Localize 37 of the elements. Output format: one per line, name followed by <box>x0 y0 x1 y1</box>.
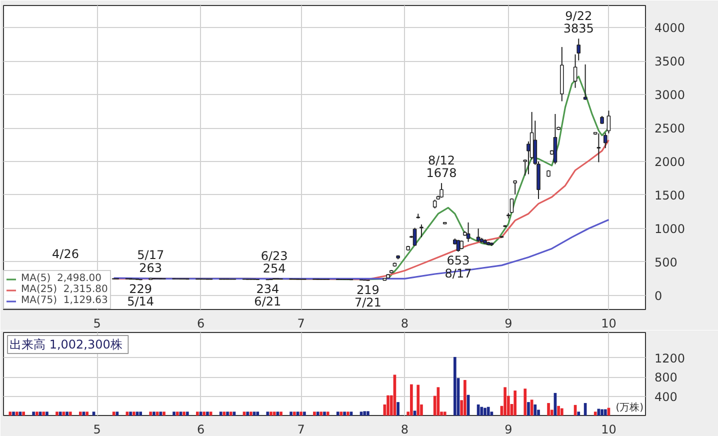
annotation: 4/26 <box>52 246 79 261</box>
y-tick-label: 500 <box>654 255 678 270</box>
x-tick-label: 7 <box>297 422 305 436</box>
annotation: 6/23 254 <box>260 248 288 276</box>
x-tick-label: 9 <box>504 422 512 436</box>
x-tick-label: 7 <box>297 316 305 330</box>
annotation: 234 6/21 <box>254 282 282 308</box>
x-tick-label: 10 <box>601 316 616 330</box>
y-tick-label: 2000 <box>654 155 686 170</box>
text: 出来高 1,002,300株 <box>10 338 122 352</box>
y-tick-label: 1500 <box>654 188 686 202</box>
x-tick-label: 5 <box>93 422 101 436</box>
annotation: 219 7/21 <box>354 282 382 310</box>
x-tick-label: 6 <box>196 422 205 436</box>
legend-label: MA(75) 1,129.63 <box>21 295 108 306</box>
x-tick-label: 10 <box>601 422 616 436</box>
annotation: 5/17 263 <box>137 248 164 275</box>
x-tick-label: 8 <box>400 422 409 436</box>
annotation: 9/22 3835 <box>563 9 594 36</box>
x-tick-label: 8 <box>400 316 409 330</box>
y-tick-label: 3000 <box>654 88 686 102</box>
y-tick-label: 1200 <box>654 351 686 366</box>
x-tick-label: 9 <box>504 316 512 330</box>
y-tick-label: 4000 <box>654 21 686 36</box>
y-tick-label: 3500 <box>654 54 686 69</box>
y-tick-label: 1000 <box>654 222 686 236</box>
annotation: 229 5/14 <box>127 282 154 309</box>
legend-label: MA(25) 2,315.80 <box>21 284 108 295</box>
y-tick-label: 0 <box>654 288 662 303</box>
annotation: 8/12 1678 <box>426 153 457 180</box>
y-tick-label: 400 <box>654 390 678 404</box>
x-tick-label: 5 <box>93 316 101 330</box>
y-tick-label: 2500 <box>654 122 686 136</box>
legend-label: MA(5) 2,498.00 <box>21 273 102 284</box>
annotation: (万株) <box>616 402 644 414</box>
x-tick-label: 6 <box>196 316 205 330</box>
y-tick-label: 800 <box>654 370 678 385</box>
